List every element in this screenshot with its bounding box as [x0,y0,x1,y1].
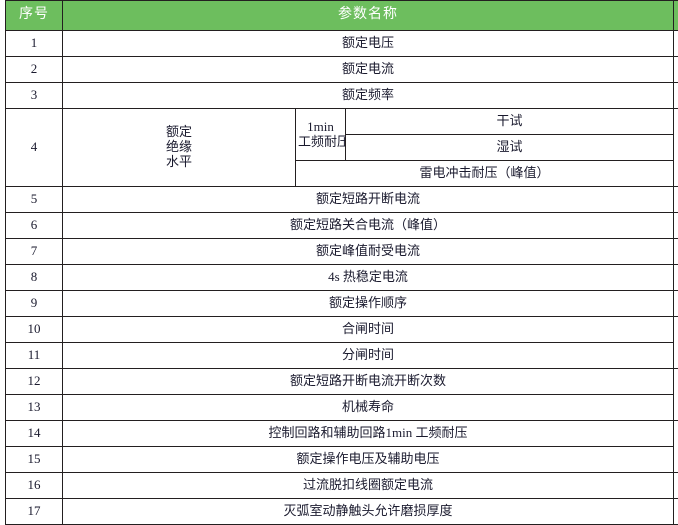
row-unit: mm [674,499,678,525]
row-name: 合闸时间 [63,317,674,343]
table-row: 2 额定电流 A 630、1250 [6,57,678,83]
table-row: 8 4s 热稳定电流 kA 20 25 [6,265,678,291]
row-name: 4s 热稳定电流 [63,265,674,291]
row-name: 额定峰值耐受电流 [63,239,674,265]
row-no: 10 [6,317,63,343]
table-row: 14 控制回路和辅助回路1min 工频耐压 V 2000 [6,421,678,447]
table-row: 17 灭弧室动静触头允许磨损厚度 mm 3 [6,499,678,525]
row-no: 4 [6,109,63,187]
row-name: 额定电流 [63,57,674,83]
row-no: 2 [6,57,63,83]
row-name: 额定操作顺序 [63,291,674,317]
column-header-name: 参数名称 [63,1,674,31]
row-unit: V [674,421,678,473]
wet-test-label: 湿试 [346,135,674,161]
row-unit: kA [674,213,678,239]
row-unit: kA [674,187,678,213]
specification-table: 序号 参数名称 单位 数据 1 额定电压 kV 12 2 额定电流 A 630、… [5,0,678,525]
row-name: 额定操作电压及辅助电压 [63,447,674,473]
row-no: 12 [6,369,63,395]
row-no: 5 [6,187,63,213]
row-unit: ms [674,317,678,369]
row-no: 7 [6,239,63,265]
row-name: 额定频率 [63,83,674,109]
row-no: 6 [6,213,63,239]
table-row: 3 额定频率 Hz 50 [6,83,678,109]
row-unit: A [674,57,678,83]
column-header-no: 序号 [6,1,63,31]
row-unit: kA [674,265,678,291]
row-no: 14 [6,421,63,447]
row-no: 3 [6,83,63,109]
table-row: 13 机械寿命 10000 [6,395,678,421]
dry-test-label: 干试 [346,109,674,135]
row-name: 额定短路开断电流开断次数 [63,369,674,395]
row-unit: kA [674,239,678,265]
row-no: 11 [6,343,63,369]
row-no: 15 [6,447,63,473]
row-unit: kV [674,109,678,187]
row-name: 额定短路关合电流（峰值） [63,213,674,239]
table-row: 12 额定短路开断电流开断次数 次 30 [6,369,678,395]
table-row: 11 分闸时间 ≤ 45 [6,343,678,369]
table-header: 序号 参数名称 单位 数据 [6,1,678,31]
row-name: 过流脱扣线圈额定电流 [63,473,674,499]
row-unit: 次 [674,369,678,421]
row-name: 灭弧室动静触头允许磨损厚度 [63,499,674,525]
table-row: 7 额定峰值耐受电流 kA 50 63 [6,239,678,265]
row-no: 8 [6,265,63,291]
row-no: 1 [6,31,63,57]
row-no: 9 [6,291,63,317]
row-name: 机械寿命 [63,395,674,421]
row-no: 13 [6,395,63,421]
table-row: 9 额定操作顺序 0-0.3s-CO-180s-CO [6,291,678,317]
row-name: 分闸时间 [63,343,674,369]
row-name: 额定短路开断电流 [63,187,674,213]
row-no: 17 [6,499,63,525]
row-unit: kV [674,31,678,57]
insulation-group-label: 额定绝缘水平 [63,109,296,187]
row-name: 额定电压 [63,31,674,57]
row-no: 16 [6,473,63,499]
table-row: 5 额定短路开断电流 kA 20 25 [6,187,678,213]
table-row: 16 过流脱扣线圈额定电流 A 5 [6,473,678,499]
table-row: 15 额定操作电压及辅助电压 AC/DC220、DC110/48/24 [6,447,678,473]
table-row: 10 合闸时间 ms ≤ 50 [6,317,678,343]
table-row: 6 额定短路关合电流（峰值） kA 50 63 [6,213,678,239]
row-name: 控制回路和辅助回路1min 工频耐压 [63,421,674,447]
row-unit: A [674,473,678,499]
header-row: 序号 参数名称 单位 数据 [6,1,678,31]
lightning-impulse-label: 雷电冲击耐压（峰值） [296,161,674,187]
column-header-unit: 单位 [674,1,678,31]
table-row: 1 额定电压 kV 12 [6,31,678,57]
table-body: 1 额定电压 kV 12 2 额定电流 A 630、1250 3 额定频率 Hz… [6,31,678,525]
row-unit: Hz [674,83,678,109]
row-unit-empty [674,291,678,317]
